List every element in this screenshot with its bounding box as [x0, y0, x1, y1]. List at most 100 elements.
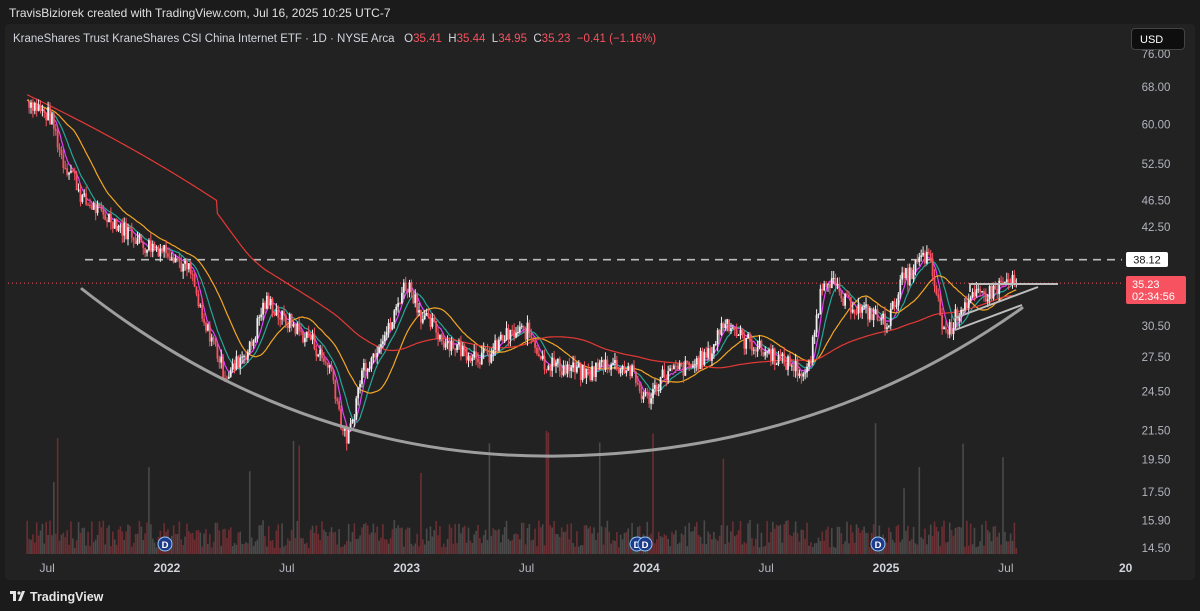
volume-bar — [806, 522, 808, 554]
volume-bar — [150, 524, 152, 554]
volume-bar — [210, 547, 213, 554]
volume-bar — [895, 526, 898, 554]
candle-body — [838, 283, 841, 292]
candle-body — [863, 306, 866, 308]
volume-bar — [425, 528, 428, 554]
candle-body — [737, 335, 740, 337]
candle-body — [859, 304, 862, 313]
candle-body — [929, 253, 932, 259]
candle-body — [608, 367, 611, 370]
volume-bar — [383, 539, 386, 554]
candle-body — [60, 149, 63, 156]
volume-bar — [926, 544, 928, 554]
candle-body — [848, 294, 850, 297]
volume-bar — [372, 523, 375, 554]
candle-body — [562, 365, 565, 376]
candle-body — [988, 286, 991, 300]
currency-button[interactable]: USD — [1131, 28, 1185, 50]
volume-bar — [458, 523, 460, 554]
candle-body — [94, 202, 97, 213]
volume-bar — [229, 527, 232, 554]
volume-bar — [243, 544, 245, 554]
volume-bar — [418, 546, 420, 554]
volume-bar — [41, 523, 44, 554]
candle-body — [996, 288, 999, 294]
volume-bar — [619, 534, 622, 554]
volume-bar — [195, 530, 198, 554]
volume-bar — [87, 531, 89, 554]
volume-bar — [817, 537, 820, 554]
candle-body — [385, 331, 388, 336]
dividend-marker-icon[interactable] — [157, 536, 173, 552]
volume-bar — [787, 520, 789, 554]
volume-bar — [134, 533, 137, 554]
candle-body — [638, 384, 641, 391]
candle-body — [1011, 274, 1014, 284]
candle-body — [243, 355, 245, 357]
candle-body — [482, 348, 485, 353]
candle-body — [600, 359, 603, 363]
volume-bar — [859, 532, 862, 554]
candle-body — [834, 278, 837, 286]
candle-body — [787, 356, 789, 370]
footer-bar: TradingView — [0, 583, 1200, 611]
volume-bar — [823, 540, 825, 554]
candle-body — [855, 313, 858, 315]
volume-bar — [148, 467, 150, 554]
candle-body — [404, 282, 407, 291]
candle-body — [971, 292, 974, 298]
candle-body — [193, 274, 196, 287]
candle-body — [714, 343, 717, 345]
candle-body — [965, 302, 968, 309]
candle-body — [231, 363, 234, 370]
candle-body — [332, 370, 335, 381]
candle-body — [716, 330, 719, 344]
candle-body — [260, 314, 263, 318]
volume-bar — [745, 543, 747, 554]
volume-bar — [460, 533, 462, 554]
volume-bar — [903, 488, 905, 554]
volume-bar — [340, 547, 342, 554]
candle-body — [653, 384, 656, 389]
volume-bar — [58, 540, 61, 554]
candle-body — [397, 303, 400, 307]
candle-body — [684, 360, 687, 376]
volume-bar — [948, 522, 951, 554]
volume-bar — [330, 527, 333, 554]
candle-body — [943, 327, 945, 330]
candle-body — [174, 257, 177, 263]
candle-body — [808, 362, 810, 367]
last-price-text: 35.23 — [1132, 279, 1160, 291]
volume-bar — [207, 543, 209, 554]
volume-bar — [102, 520, 105, 554]
volume-bar — [969, 523, 972, 554]
candle-body — [444, 343, 447, 348]
candle-body — [916, 260, 919, 263]
dividend-marker-icon[interactable] — [870, 536, 886, 552]
candle-body — [275, 309, 278, 316]
candle-body — [747, 334, 749, 339]
price-tick-label: 15.90 — [1142, 516, 1171, 528]
candle-body — [840, 291, 843, 299]
candle-body — [939, 297, 942, 316]
volume-bar — [1015, 547, 1018, 554]
volume-bar — [64, 537, 67, 554]
candle-body — [680, 363, 683, 366]
candle-body — [334, 380, 337, 399]
volume-bar — [996, 536, 999, 554]
volume-bar — [751, 538, 753, 554]
candle-body — [364, 363, 367, 372]
candle-body — [408, 282, 411, 293]
candle-body — [828, 283, 831, 288]
volume-bar — [754, 538, 757, 554]
dividend-marker-icon[interactable] — [637, 536, 653, 552]
candle-body — [321, 349, 323, 358]
candle-body — [764, 352, 767, 356]
candle-body — [170, 257, 173, 259]
candle-body — [475, 351, 477, 359]
candle-body — [682, 365, 685, 376]
candle-body — [119, 225, 122, 227]
volume-bar — [562, 531, 565, 554]
candle-body — [937, 294, 940, 298]
